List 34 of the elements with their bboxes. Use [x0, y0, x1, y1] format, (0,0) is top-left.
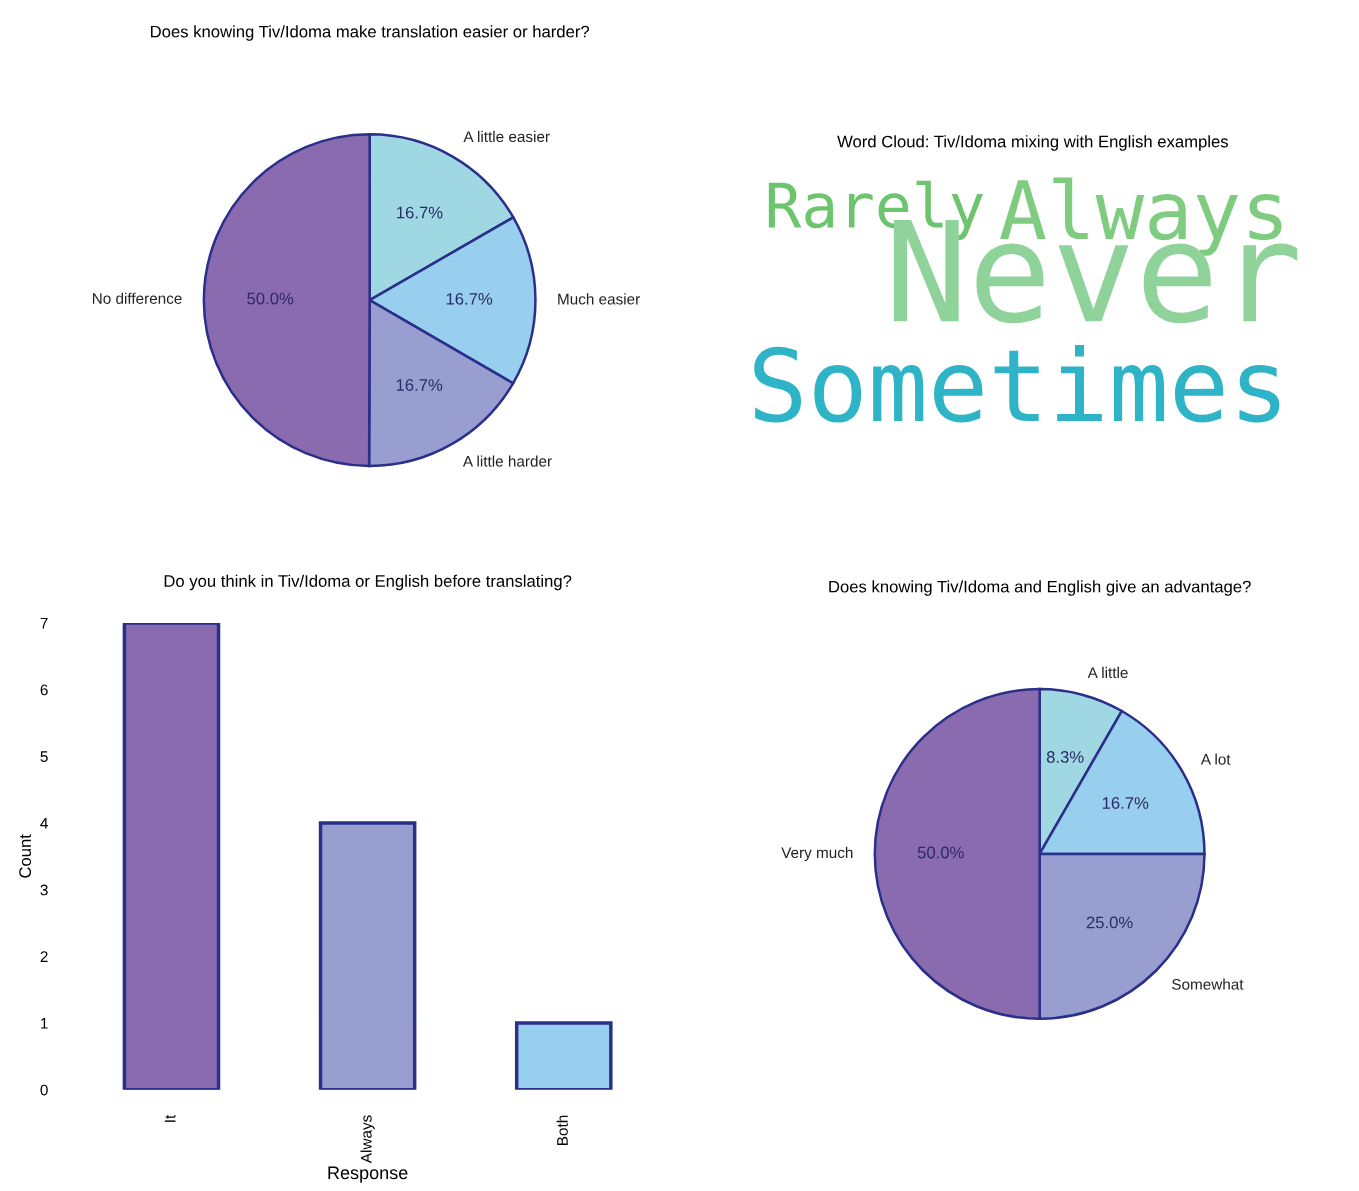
x-axis-title: Response — [328, 1166, 408, 1183]
y-tick-label: 4 — [40, 818, 48, 829]
chart-title: Does knowing Tiv/Idoma make translation easier or harder? — [151, 25, 590, 41]
slice-label: A little — [1087, 666, 1128, 679]
slice-label: Much easier — [558, 293, 640, 305]
data-label: 50.0% — [247, 292, 294, 305]
chart-title: Do you think in Tiv/Idoma or English before translating? — [164, 574, 572, 591]
chart-title: Does knowing Tiv/Idoma and English give an advantage? — [829, 580, 1251, 596]
data-label: 16.7% — [446, 292, 493, 305]
y-tick-label: 7 — [40, 617, 48, 629]
y-tick-label: 1 — [41, 1018, 48, 1029]
slice-label: Somewhat — [1172, 978, 1244, 990]
x-tick-label: It — [164, 1114, 176, 1122]
y-tick-label: 3 — [40, 884, 48, 896]
slice-label: A little harder — [462, 455, 552, 467]
x-tick-label: Both — [556, 1115, 568, 1145]
data-label: 8.3% — [1046, 751, 1084, 763]
x-tick-label: Always — [360, 1115, 375, 1164]
text: Word Cloud: Tiv/Idoma mixing with English examples — [837, 135, 1229, 151]
slice-label: Very much — [781, 846, 853, 862]
data-label: 16.7% — [397, 206, 443, 219]
slice-label: No difference — [92, 292, 182, 304]
y-tick-label: 0 — [40, 1084, 48, 1096]
data-label: 25.0% — [1086, 916, 1133, 929]
y-tick-label: 6 — [40, 684, 48, 696]
y-axis-title: Count — [19, 834, 32, 878]
data-label: 50.0% — [917, 846, 964, 859]
slice-label: A lot — [1200, 753, 1231, 765]
y-tick-label: 2 — [40, 951, 48, 962]
data-label: 16.7% — [396, 379, 443, 391]
slice-label: A little easier — [463, 130, 550, 143]
data-label: 16.7% — [1102, 797, 1149, 809]
text: Sometimes — [754, 345, 1280, 423]
y-tick-label: 5 — [40, 751, 48, 762]
